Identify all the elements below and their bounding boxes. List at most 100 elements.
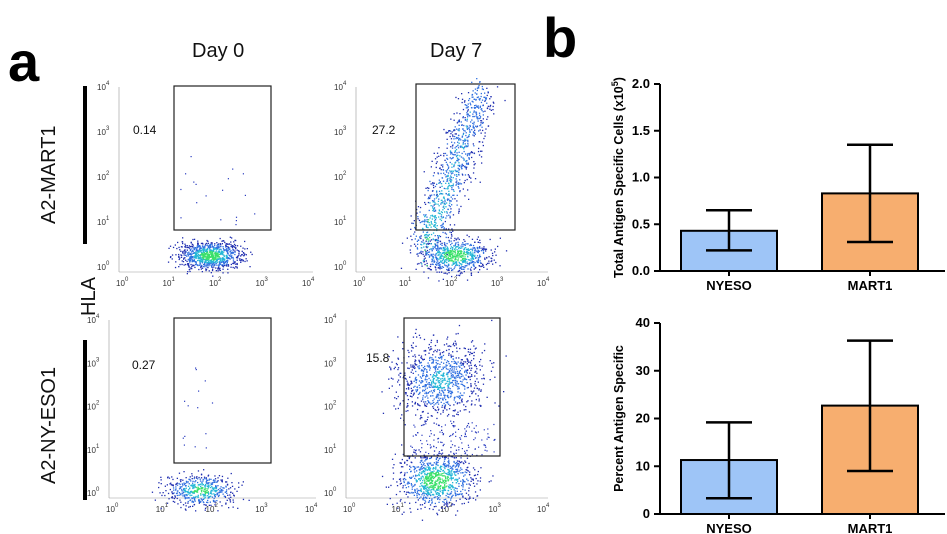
gate-percentage-mart1_day7: 27.2 [372, 123, 396, 137]
x-tick-label: 10 [156, 505, 165, 514]
x-tick-exponent: 3 [264, 503, 268, 509]
x-tick-exponent: 0 [115, 503, 119, 509]
y-tick-label: 10 [97, 173, 106, 182]
y-tick-exponent: 3 [343, 126, 347, 132]
x-tick-exponent: 0 [362, 277, 366, 283]
y-tick-exponent: 2 [333, 401, 337, 407]
x-tick-exponent: 4 [314, 503, 318, 509]
y-tick-label: 10 [87, 316, 96, 325]
gate-box [173, 85, 272, 231]
x-tick-exponent: 1 [165, 503, 169, 509]
x-tick-exponent: 4 [546, 503, 550, 509]
y-tick-exponent: 1 [96, 444, 100, 450]
y-tick-exponent: 3 [333, 357, 337, 363]
chart-total-antigen-specific-cells: 0.0 0.5 1.0 1.5 2.0 Total Antigen Specific Ce… [610, 76, 945, 293]
event-dots [151, 367, 250, 512]
column-label-day-7: Day 7 [430, 40, 483, 62]
row-bar-mart1 [83, 86, 87, 244]
x-tick-label: 10 [353, 279, 362, 288]
y-tick-exponent: 1 [343, 216, 347, 222]
x-tick-exponent: 2 [454, 277, 458, 283]
y-tick-label: 1.0 [632, 170, 650, 185]
x-tick-label: 10 [255, 505, 264, 514]
gate-box [415, 83, 516, 231]
y-tick-exponent: 4 [96, 314, 100, 320]
gate-box [173, 317, 272, 464]
y-tick-label: 0.5 [632, 216, 650, 231]
x-tick-exponent: 2 [218, 277, 222, 283]
chart-percent-antigen-specific: 0 10 20 30 40 Percent Antigen Specific NYESO MA… [612, 315, 945, 534]
y-tick-label: 20 [636, 411, 650, 426]
x-tick-label: 10 [305, 505, 314, 514]
row-bar-nyeso1 [83, 340, 87, 500]
x-tick-label: 10 [491, 279, 500, 288]
y-tick-label: 10 [334, 218, 343, 227]
gate-percentage-nyeso1_day0: 0.27 [132, 358, 156, 372]
flow-plot-mart1_day7: 10 010 110 210 310 410 0 10 1 10 2 10 3 10 427.2 [334, 78, 550, 288]
y-tick-label: 10 [97, 128, 106, 137]
y-tick-label: 10 [97, 263, 106, 272]
gate-box [403, 317, 501, 457]
flow-plot-nyeso1_day0: 10 010 110 210 310 410 0 10 1 10 2 10 3 10 40.27 [87, 314, 318, 514]
y-tick-label: 10 [87, 359, 96, 368]
x-tick-label-mart1: MART1 [848, 278, 893, 293]
flow-plot-mart1_day0: 10 010 110 210 310 410 0 10 1 10 2 10 3 10 40.14 [97, 81, 315, 288]
y-tick-label: 10 [334, 263, 343, 272]
y-tick-label: 10 [324, 316, 333, 325]
x-tick-label: 10 [489, 505, 498, 514]
y-tick-exponent: 0 [96, 487, 100, 493]
y-tick-label: 10 [97, 83, 106, 92]
x-tick-label: 10 [302, 279, 311, 288]
y-tick-label: 10 [324, 446, 333, 455]
y-tick-exponent: 4 [343, 81, 347, 87]
y-tick-label: 2.0 [632, 76, 650, 91]
y-tick-exponent: 1 [333, 444, 337, 450]
x-tick-label: 10 [116, 279, 125, 288]
y-tick-label: 10 [334, 83, 343, 92]
gate-percentage-nyeso1_day7: 15.8 [366, 351, 390, 365]
y-tick-exponent: 2 [96, 401, 100, 407]
x-tick-label: 10 [106, 505, 115, 514]
x-tick-exponent: 1 [408, 277, 412, 283]
x-tick-exponent: 3 [500, 277, 504, 283]
y-tick-label: 1.5 [632, 123, 650, 138]
x-tick-exponent: 4 [546, 277, 550, 283]
y-tick-label: 10 [97, 218, 106, 227]
x-tick-label: 10 [445, 279, 454, 288]
x-tick-label: 10 [440, 505, 449, 514]
y-tick-label: 10 [324, 403, 333, 412]
event-dots [167, 156, 256, 277]
y-tick-label: 30 [636, 363, 650, 378]
y-tick-label: 40 [636, 315, 650, 330]
x-tick-exponent: 2 [449, 503, 453, 509]
x-tick-label-mart1: MART1 [848, 521, 893, 534]
x-tick-exponent: 4 [311, 277, 315, 283]
y-tick-exponent: 3 [106, 126, 110, 132]
x-tick-label: 10 [392, 505, 401, 514]
y-tick-label: 10 [334, 128, 343, 137]
x-tick-exponent: 1 [401, 503, 405, 509]
column-label-day-0: Day 0 [192, 40, 245, 62]
x-tick-exponent: 2 [215, 503, 219, 509]
y-tick-exponent: 0 [106, 261, 110, 267]
y-tick-label: 10 [87, 446, 96, 455]
y-tick-exponent: 2 [106, 171, 110, 177]
y-tick-exponent: 3 [96, 357, 100, 363]
x-tick-label: 10 [399, 279, 408, 288]
y-tick-label: 10 [324, 489, 333, 498]
y-axis-title: Percent Antigen Specific [612, 345, 626, 492]
y-axis-title: Total Antigen Specific Cells (x105) [610, 77, 626, 278]
y-tick-exponent: 0 [343, 261, 347, 267]
x-tick-exponent: 0 [125, 277, 129, 283]
panel-b-letter: b [543, 6, 578, 69]
flow-plot-nyeso1_day7: 10 010 110 210 310 410 0 10 1 10 2 10 3 10 415.8 [324, 314, 550, 521]
y-tick-label: 10 [324, 359, 333, 368]
panel-a-letter: a [8, 30, 40, 93]
x-tick-label: 10 [209, 279, 218, 288]
y-tick-label: 10 [636, 458, 650, 473]
x-tick-label: 10 [256, 279, 265, 288]
event-dots [400, 78, 508, 282]
gate-percentage-mart1_day0: 0.14 [133, 123, 157, 137]
x-tick-label: 10 [343, 505, 352, 514]
